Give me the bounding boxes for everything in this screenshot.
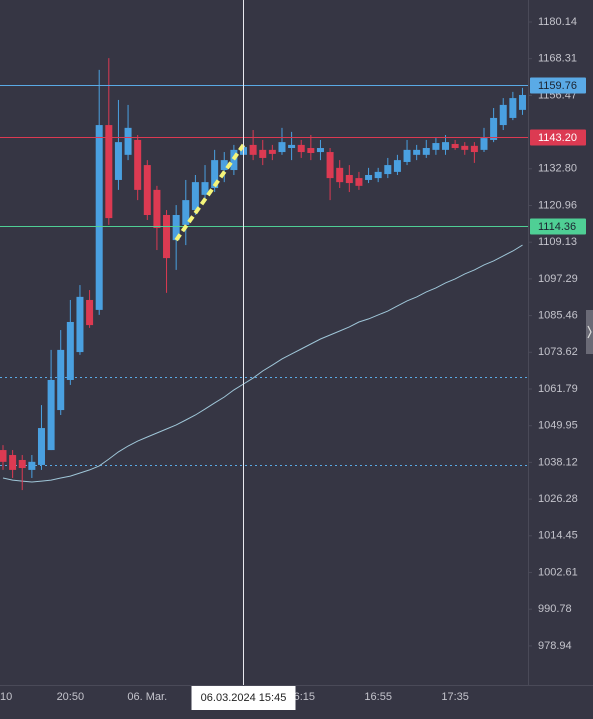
y-tick-label: 978.94 xyxy=(538,640,572,652)
candle-body xyxy=(355,178,363,186)
candle-body xyxy=(307,148,315,153)
crosshair-label: 06.03.2024 15:45 xyxy=(201,692,287,704)
plot-area xyxy=(0,0,528,685)
price-badge-label: 1143.20 xyxy=(538,132,577,144)
candle-body xyxy=(278,142,286,153)
y-tick-label: 1120.96 xyxy=(538,199,577,211)
candle-body xyxy=(66,321,74,380)
crosshair-badge xyxy=(191,686,296,710)
candle-body xyxy=(365,174,373,180)
y-tick-label: 1061.79 xyxy=(538,383,578,395)
candle-body xyxy=(201,182,209,195)
y-tick-label: 1097.29 xyxy=(538,273,578,285)
candle-body xyxy=(451,143,459,149)
candle-body xyxy=(105,125,113,219)
candle-body xyxy=(432,143,440,150)
candle-body xyxy=(288,144,296,149)
candle-body xyxy=(124,127,132,155)
candle-body xyxy=(413,149,421,155)
y-axis: 1180.141168.311156.471132.801120.961109.… xyxy=(528,16,586,652)
candle-body xyxy=(172,214,180,241)
y-tick-label: 1002.61 xyxy=(538,566,578,578)
candle-body xyxy=(220,160,228,171)
x-tick-label: 10 xyxy=(0,691,12,703)
candle-body xyxy=(9,455,17,470)
candle-body xyxy=(403,149,411,162)
price-badge xyxy=(530,218,586,235)
y-tick-label: 1168.31 xyxy=(538,53,577,65)
candle-body xyxy=(259,149,267,158)
candle-body xyxy=(114,142,122,180)
candle-body xyxy=(230,149,238,171)
candle-body xyxy=(163,214,171,259)
candle-body xyxy=(153,189,161,229)
y-tick-label: 1049.95 xyxy=(538,420,578,432)
candle-body xyxy=(18,459,26,469)
candle-body xyxy=(76,296,84,353)
candle-body xyxy=(499,104,507,126)
y-tick-label: 1132.80 xyxy=(538,163,577,175)
candle-body xyxy=(0,450,7,462)
candle-body xyxy=(442,142,450,150)
candle-body xyxy=(470,145,478,153)
candle-body xyxy=(393,160,401,172)
y-tick-label: 1109.13 xyxy=(538,236,577,248)
x-tick-label: 16:55 xyxy=(364,691,392,703)
candle-body xyxy=(191,182,199,211)
candle-body xyxy=(422,148,430,155)
candle-body xyxy=(384,165,392,175)
moving-average xyxy=(2,244,523,483)
candle-body xyxy=(509,98,517,118)
trend-line xyxy=(174,143,246,242)
y-tick-label: 1180.14 xyxy=(538,16,577,28)
candle-body xyxy=(47,379,55,451)
side-panel-tab[interactable] xyxy=(586,310,593,354)
candle-body xyxy=(211,160,219,189)
y-tick-label: 1014.45 xyxy=(538,530,578,542)
y-tick-label: 1073.62 xyxy=(538,346,578,358)
candle-body xyxy=(518,94,526,110)
y-tick-label: 990.78 xyxy=(538,603,572,615)
candle-body xyxy=(297,144,305,153)
candle-body xyxy=(480,138,488,150)
x-tick-label: 17:35 xyxy=(441,691,469,703)
candle-body xyxy=(461,145,469,150)
x-tick-label: 20:50 xyxy=(57,691,85,703)
candle-body xyxy=(316,148,324,153)
candle-body xyxy=(37,428,45,465)
price-badge xyxy=(530,77,586,94)
candle-body xyxy=(490,117,498,140)
candle-body xyxy=(345,174,353,184)
candle-body xyxy=(57,349,65,411)
candle-body xyxy=(86,299,94,326)
candle-body xyxy=(95,125,103,310)
candle-body xyxy=(28,461,36,470)
y-tick-label: 1085.46 xyxy=(538,310,578,322)
candle-body xyxy=(249,144,257,155)
candle-body xyxy=(268,149,276,154)
x-axis: 10 20:50 06. Mar. 16:15 16:55 17:3506.03.2024… xyxy=(0,686,469,710)
price-badge xyxy=(530,129,586,146)
candle-body xyxy=(336,167,344,183)
price-badge-label: 1159.76 xyxy=(538,80,577,92)
candle-body xyxy=(326,152,334,179)
candle-body xyxy=(143,165,151,215)
candle-body xyxy=(374,171,382,179)
x-tick-label: 06. Mar. xyxy=(127,691,167,703)
y-tick-label: 1026.28 xyxy=(538,493,578,505)
candle-body xyxy=(182,200,190,225)
y-tick-label: 1038.12 xyxy=(538,456,578,468)
price-badge-label: 1114.36 xyxy=(538,221,576,233)
side-panel-arrow xyxy=(587,325,592,339)
candle-body xyxy=(134,139,142,190)
